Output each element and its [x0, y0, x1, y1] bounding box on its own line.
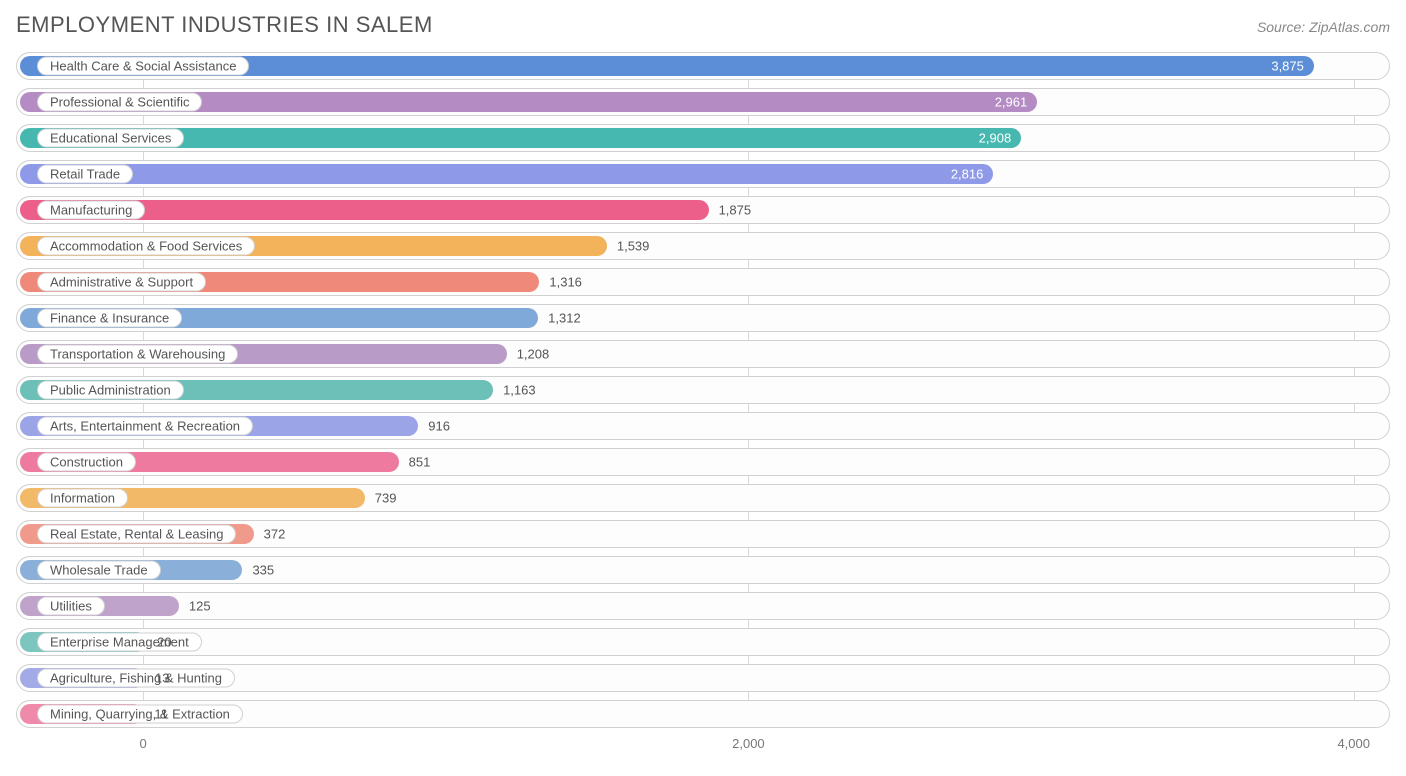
value-label: 11	[154, 707, 168, 722]
source-name: ZipAtlas.com	[1309, 19, 1390, 35]
bar-row: Utilities 125	[16, 592, 1390, 620]
value-label: 1,875	[719, 203, 752, 218]
value-label: 1,539	[617, 239, 650, 254]
value-label: 3,875	[1271, 59, 1304, 74]
category-label: Real Estate, Rental & Leasing	[37, 525, 236, 544]
value-label: 335	[252, 563, 274, 578]
value-label: 2,961	[995, 95, 1028, 110]
bar-fill	[20, 164, 993, 184]
bar-row: Accommodation & Food Services 1,539	[16, 232, 1390, 260]
bar-row: Administrative & Support 1,316	[16, 268, 1390, 296]
bar-row: Transportation & Warehousing 1,208	[16, 340, 1390, 368]
category-label: Utilities	[37, 597, 105, 616]
category-label: Health Care & Social Assistance	[37, 57, 249, 76]
value-label: 2,816	[951, 167, 984, 182]
value-label: 1,316	[549, 275, 582, 290]
bar-list: Health Care & Social Assistance 3,875 Prof…	[16, 52, 1390, 728]
value-label: 13	[155, 671, 169, 686]
value-label: 1,208	[517, 347, 550, 362]
category-label: Arts, Entertainment & Recreation	[37, 417, 253, 436]
chart-title: EMPLOYMENT INDUSTRIES IN SALEM	[16, 12, 433, 38]
source-prefix: Source:	[1257, 19, 1309, 35]
x-tick: 2,000	[732, 736, 765, 751]
x-tick: 4,000	[1337, 736, 1370, 751]
value-label: 125	[189, 599, 211, 614]
category-label: Educational Services	[37, 129, 184, 148]
bar-row: Arts, Entertainment & Recreation 916	[16, 412, 1390, 440]
category-label: Manufacturing	[37, 201, 145, 220]
category-label: Wholesale Trade	[37, 561, 161, 580]
category-label: Retail Trade	[37, 165, 133, 184]
bar-row: Public Administration 1,163	[16, 376, 1390, 404]
bar-row: Wholesale Trade 335	[16, 556, 1390, 584]
value-label: 2,908	[979, 131, 1012, 146]
x-axis: 0 2,000 4,000	[16, 736, 1390, 760]
chart-header: EMPLOYMENT INDUSTRIES IN SALEM Source: Z…	[16, 12, 1390, 38]
chart-area: Health Care & Social Assistance 3,875 Prof…	[16, 52, 1390, 760]
value-label: 20	[157, 635, 171, 650]
bar-row: Construction 851	[16, 448, 1390, 476]
bar-row: Mining, Quarrying, & Extraction11	[16, 700, 1390, 728]
category-label: Public Administration	[37, 381, 184, 400]
bar-row: Enterprise Management20	[16, 628, 1390, 656]
category-label: Mining, Quarrying, & Extraction	[37, 705, 243, 724]
bar-row: Educational Services 2,908	[16, 124, 1390, 152]
value-label: 372	[264, 527, 286, 542]
category-label: Finance & Insurance	[37, 309, 182, 328]
bar-row: Information 739	[16, 484, 1390, 512]
category-label: Transportation & Warehousing	[37, 345, 238, 364]
bar-row: Retail Trade 2,816	[16, 160, 1390, 188]
bar-row: Finance & Insurance 1,312	[16, 304, 1390, 332]
category-label: Administrative & Support	[37, 273, 206, 292]
value-label: 1,312	[548, 311, 581, 326]
category-label: Enterprise Management	[37, 633, 202, 652]
category-label: Accommodation & Food Services	[37, 237, 255, 256]
bar-row: Health Care & Social Assistance 3,875	[16, 52, 1390, 80]
bar-row: Agriculture, Fishing & Hunting13	[16, 664, 1390, 692]
category-label: Professional & Scientific	[37, 93, 202, 112]
category-label: Information	[37, 489, 128, 508]
value-label: 851	[409, 455, 431, 470]
category-label: Construction	[37, 453, 136, 472]
category-label: Agriculture, Fishing & Hunting	[37, 669, 235, 688]
bar-row: Manufacturing 1,875	[16, 196, 1390, 224]
bar-row: Professional & Scientific 2,961	[16, 88, 1390, 116]
value-label: 739	[375, 491, 397, 506]
chart-source: Source: ZipAtlas.com	[1257, 19, 1390, 35]
x-tick: 0	[139, 736, 146, 751]
bar-row: Real Estate, Rental & Leasing 372	[16, 520, 1390, 548]
value-label: 916	[428, 419, 450, 434]
value-label: 1,163	[503, 383, 536, 398]
